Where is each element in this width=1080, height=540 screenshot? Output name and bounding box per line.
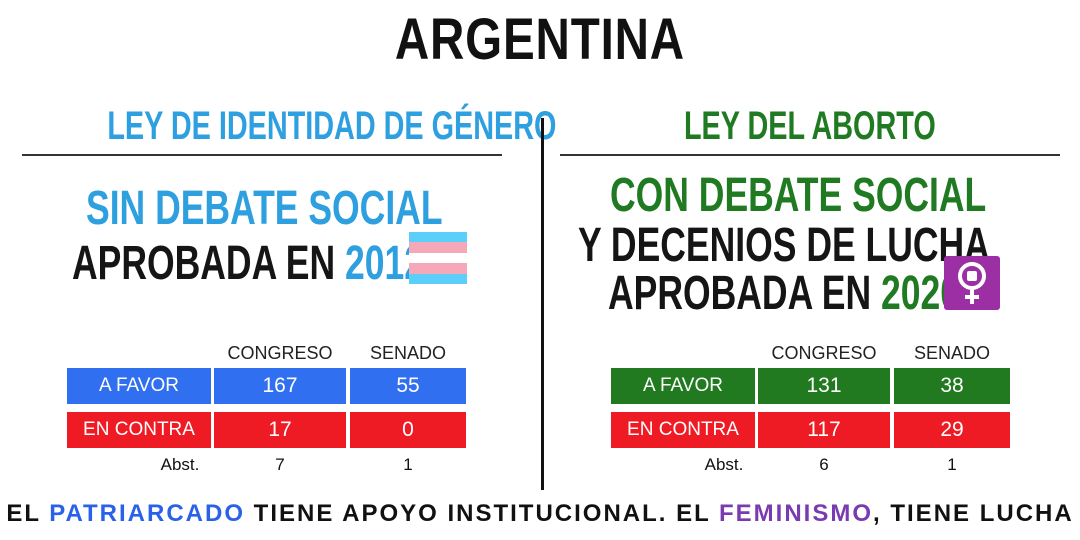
left-header: LEY DE IDENTIDAD DE GÉNERO: [20, 104, 556, 149]
right-abst-label: Abst.: [704, 455, 744, 474]
left-contra-label: EN CONTRA: [67, 412, 211, 448]
left-contra-senado: 0: [350, 412, 466, 448]
left-divider: [22, 154, 502, 156]
left-abst-label: Abst.: [160, 455, 200, 474]
feminist-fist-icon: [944, 256, 1000, 310]
right-contra-senado: 29: [894, 412, 1010, 448]
left-favor-senado: 55: [350, 368, 466, 404]
left-statement-1: SIN DEBATE SOCIAL: [86, 182, 443, 235]
right-divider: [560, 154, 1060, 156]
right-col-senado: SENADO: [913, 343, 991, 363]
left-favor-congreso: 167: [214, 368, 346, 404]
left-favor-label: A FAVOR: [67, 368, 211, 404]
left-abst-congreso: 7: [275, 455, 285, 474]
right-contra-label: EN CONTRA: [611, 412, 755, 448]
left-header-text: LEY DE IDENTIDAD DE GÉNERO: [107, 104, 557, 148]
left-col-senado: SENADO: [369, 343, 447, 363]
footer-slogan: EL PATRIARCADO TIENE APOYO INSTITUCIONAL…: [6, 500, 1074, 527]
right-header-text: LEY DEL ABORTO: [684, 104, 936, 148]
page-title: ARGENTINA: [394, 7, 686, 72]
right-contra-congreso: 117: [758, 412, 890, 448]
right-col-congreso: CONGRESO: [771, 343, 877, 363]
right-header: LEY DEL ABORTO: [560, 104, 1060, 149]
right-statement-1: CON DEBATE SOCIAL: [610, 169, 987, 222]
footer-patriarcado: PATRIARCADO: [49, 500, 245, 527]
right-favor-congreso: 131: [758, 368, 890, 404]
right-favor-label: A FAVOR: [611, 368, 755, 404]
left-contra-congreso: 17: [214, 412, 346, 448]
left-abst-senado: 1: [403, 455, 413, 474]
left-statement-2: APROBADA EN 2012: [72, 237, 425, 290]
vertical-divider: [541, 118, 544, 490]
footer-feminismo: FEMINISMO: [719, 500, 874, 527]
right-abst-congreso: 6: [819, 455, 829, 474]
right-favor-senado: 38: [894, 368, 1010, 404]
right-statement-2: Y DECENIOS DE LUCHA: [578, 219, 990, 272]
right-abst-senado: 1: [947, 455, 957, 474]
left-col-congreso: CONGRESO: [227, 343, 333, 363]
right-statement-3: APROBADA EN 2020: [608, 267, 961, 320]
transgender-flag-icon: [409, 232, 467, 284]
